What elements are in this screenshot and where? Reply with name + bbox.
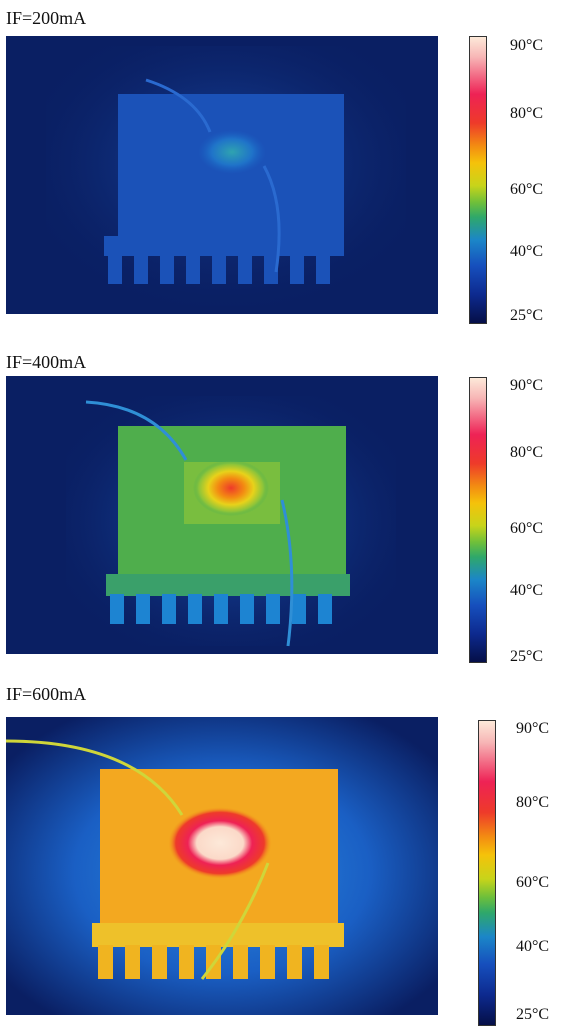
scale-tick-40-2: 40°C: [510, 582, 544, 599]
panel-1-label: IF=200mA: [6, 8, 87, 28]
scale-tick-80-3: 80°C: [516, 794, 550, 811]
scale-tick-40-3: 40°C: [516, 938, 550, 955]
thermal-image-600ma: [6, 717, 438, 1015]
scale-tick-60: 60°C: [510, 181, 544, 198]
scale-tick-90-3: 90°C: [516, 720, 550, 737]
scale-tick-90: 90°C: [510, 37, 544, 54]
scale-tick-25: 25°C: [510, 307, 544, 324]
thermal-image-200ma: [6, 36, 438, 314]
temperature-color-scale-3: [478, 720, 496, 1026]
scale-tick-90-2: 90°C: [510, 377, 544, 394]
scale-tick-25-3: 25°C: [516, 1006, 550, 1023]
scale-tick-60-2: 60°C: [510, 520, 544, 537]
temperature-color-scale-2: [469, 377, 487, 663]
panel-2-label: IF=400mA: [6, 352, 87, 372]
panel-3-label: IF=600mA: [6, 684, 87, 704]
scale-tick-80: 80°C: [510, 105, 544, 122]
scale-tick-60-3: 60°C: [516, 874, 550, 891]
scale-tick-40: 40°C: [510, 243, 544, 260]
scale-tick-80-2: 80°C: [510, 444, 544, 461]
temperature-color-scale: [469, 36, 487, 324]
scale-tick-25-2: 25°C: [510, 648, 544, 665]
thermal-image-400ma: [6, 376, 438, 654]
